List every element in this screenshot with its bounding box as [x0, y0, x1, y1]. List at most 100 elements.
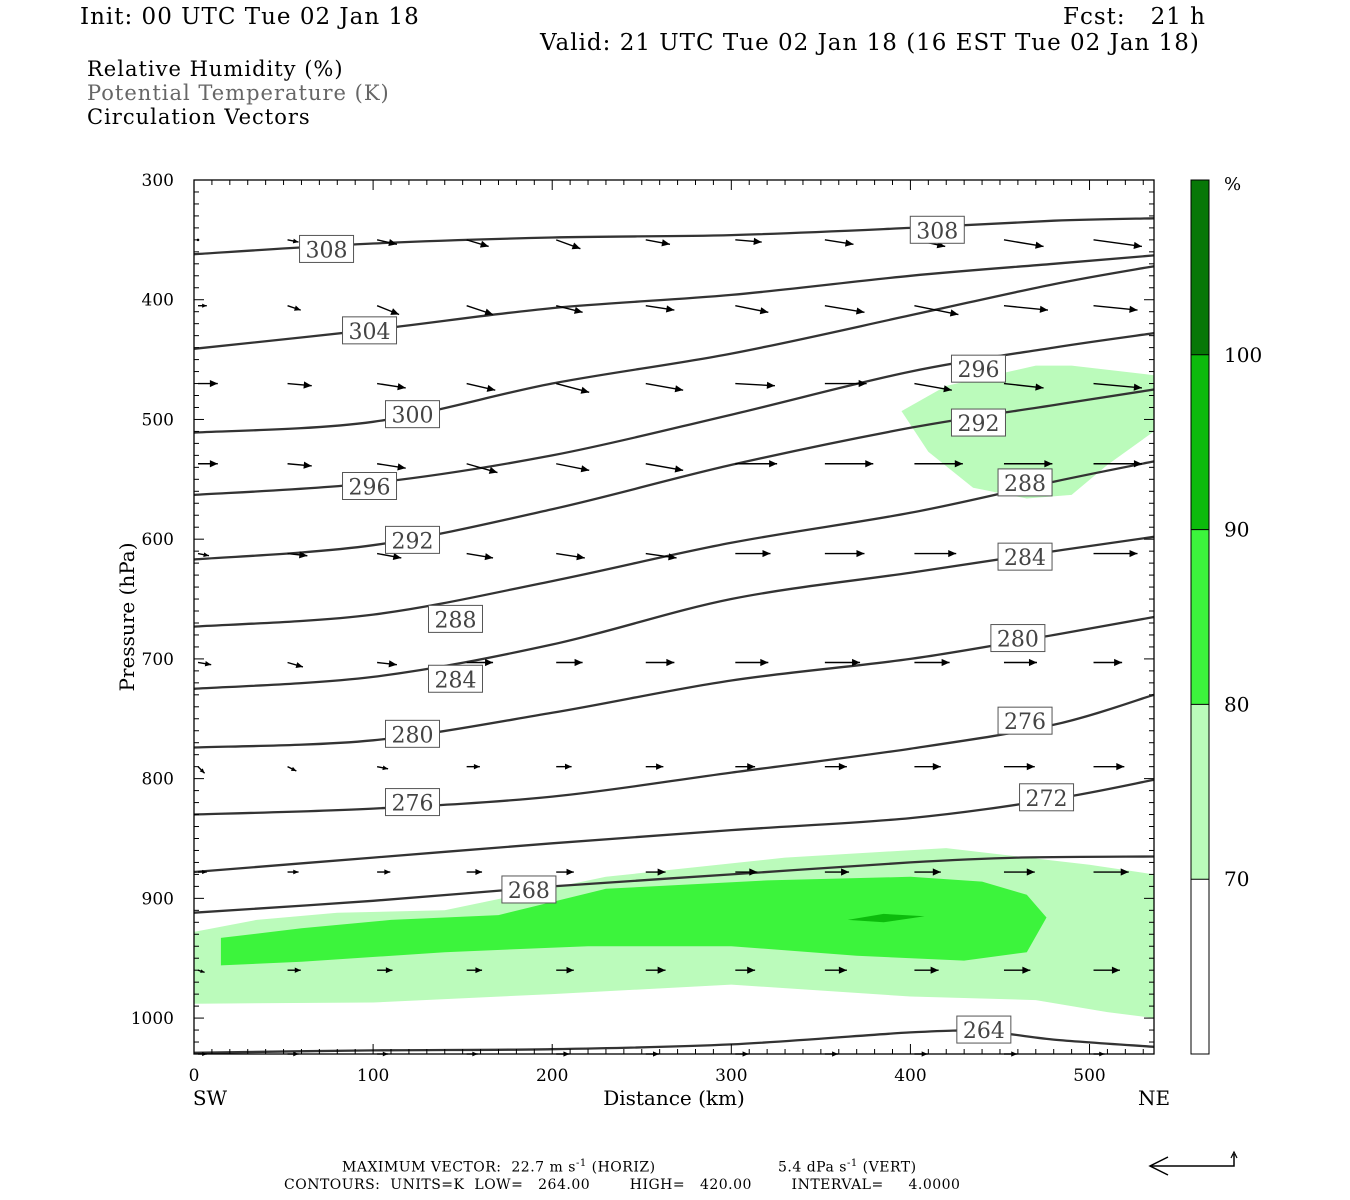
circulation-vector: [1093, 382, 1142, 391]
circulation-vector: [1093, 658, 1123, 667]
circulation-vector: [377, 660, 397, 668]
circulation-vector: [824, 379, 867, 388]
circulation-vector: [287, 238, 299, 244]
circulation-vector: [466, 967, 483, 974]
circulation-vector: [466, 552, 494, 561]
rh-region-90-3: [847, 913, 925, 923]
isentrope-label-284-1: 284: [997, 542, 1053, 571]
circulation-vector: [556, 552, 585, 561]
circulation-vector: [1003, 460, 1053, 468]
circulation-vector: [466, 869, 483, 875]
circulation-vector: [1093, 460, 1142, 468]
circulation-vector: [914, 549, 957, 558]
colorbar-segment-70: [1191, 704, 1209, 880]
circulation-vector: [824, 549, 865, 558]
circulation-vector: [645, 382, 684, 393]
circulation-vector: [287, 661, 304, 668]
x-tick-label: 0: [189, 1066, 200, 1086]
svg-text:268: 268: [508, 879, 550, 904]
reference-vector-arrow: [1148, 1150, 1238, 1176]
circulation-vector: [466, 463, 498, 474]
valid-time: Valid: 21 UTC Tue 02 Jan 18 (16 EST Tue …: [540, 30, 1200, 56]
circulation-vector: [1003, 658, 1037, 667]
circulation-vector: [735, 658, 769, 667]
isentrope-268: [193, 855, 1155, 914]
x-end-label-right: NE: [1138, 1086, 1170, 1110]
circulation-vector: [287, 305, 301, 311]
svg-text:280: 280: [997, 628, 1039, 653]
isentrope-label-300-0: 300: [385, 400, 441, 429]
vert-label: (VERT): [862, 1159, 917, 1176]
circulation-vector: [1093, 239, 1143, 249]
circulation-vector: [735, 868, 758, 876]
circulation-vector: [645, 658, 675, 667]
max-vector-info: MAXIMUM VECTOR: 22.7 m s-1 (HORIZ): [342, 1158, 656, 1176]
y-tick-label: 300: [142, 171, 174, 191]
svg-text:308: 308: [306, 238, 348, 263]
circulation-vector: [376, 765, 389, 771]
circulation-vector: [1003, 305, 1049, 313]
circulation-vector: [1093, 549, 1138, 558]
colorbar-level-label: 80: [1224, 692, 1249, 716]
svg-text:300: 300: [392, 404, 434, 429]
svg-text:284: 284: [1004, 546, 1046, 571]
svg-text:276: 276: [392, 792, 434, 817]
colorbar-border: [1190, 179, 1210, 1055]
colorbar-level-label: 100: [1224, 343, 1262, 367]
circulation-vector: [735, 237, 762, 245]
circulation-vector: [914, 460, 963, 468]
x-axis-label: Distance (km): [603, 1086, 745, 1110]
isentrope-label-296-1: 296: [950, 354, 1006, 383]
circulation-vector: [1003, 382, 1044, 391]
colorbar-level-label: 70: [1224, 867, 1249, 891]
circulation-vector: [645, 868, 666, 876]
circulation-vector: [1003, 763, 1035, 771]
circulation-vector: [914, 868, 941, 876]
circulation-vector: [824, 966, 847, 974]
circulation-vector: [824, 658, 861, 667]
circulation-vector: [645, 552, 677, 561]
x-tick-label: 200: [536, 1066, 568, 1086]
x-tick-label: 300: [715, 1066, 747, 1086]
svg-text:264: 264: [963, 1019, 1005, 1044]
isentrope-label-264-0: 264: [956, 1015, 1012, 1044]
circulation-vector: [824, 239, 854, 247]
isentrope-292: [193, 388, 1155, 561]
circulation-vector: [466, 382, 496, 392]
isentrope-label-292-0: 292: [385, 525, 441, 554]
circulation-vector: [645, 463, 684, 473]
circulation-vector: [1003, 868, 1035, 876]
svg-text:292: 292: [392, 529, 434, 554]
vert-vector-info: 5.4 dPa s-1 (VERT): [778, 1158, 917, 1176]
circulation-vector: [197, 661, 212, 667]
circulation-vector: [556, 658, 583, 667]
y-axis-label: Pressure (hPa): [115, 543, 139, 692]
circulation-vector: [735, 305, 769, 315]
circulation-vector: [645, 305, 675, 313]
circulation-vector: [376, 552, 402, 561]
circulation-vector: [824, 460, 874, 468]
y-tick-label: 900: [142, 889, 174, 909]
circulation-vector: [198, 460, 218, 468]
circulation-vector: [197, 552, 210, 558]
contour-info: CONTOURS: UNITS=K LOW= 264.00 HIGH= 420.…: [284, 1177, 961, 1193]
colorbar-segment-100: [1191, 180, 1209, 355]
circulation-vector: [556, 305, 583, 314]
y-tick-label: 1000: [131, 1009, 174, 1029]
svg-text:288: 288: [1004, 472, 1046, 497]
isentrope-label-276-0: 276: [385, 788, 441, 817]
plot-frame: [193, 179, 1155, 1055]
y-tick-label: 600: [142, 530, 174, 550]
isentrope-label-304-0: 304: [342, 316, 398, 345]
legend-potential-temperature: Potential Temperature (K): [87, 81, 390, 105]
forecast-hour: Fcst: 21 h: [1063, 4, 1206, 30]
circulation-vector: [376, 305, 400, 316]
reference-arrow-shaft: [1150, 1154, 1235, 1167]
circulation-vector: [197, 766, 206, 774]
circulation-vector: [287, 551, 308, 559]
circulation-vector: [914, 966, 939, 974]
isentrope-label-308-1: 308: [909, 215, 965, 244]
circulation-vector: [466, 763, 480, 770]
circulation-vector: [556, 382, 590, 394]
svg-text:296: 296: [349, 475, 391, 500]
